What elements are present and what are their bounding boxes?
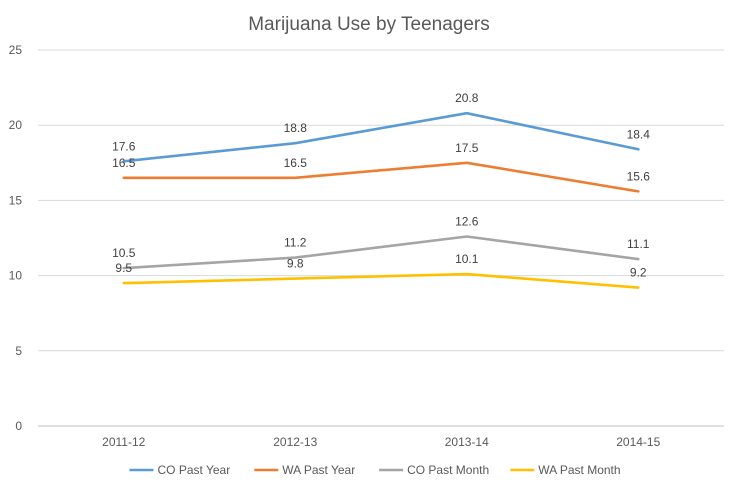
legend-item: WA Past Month [510,463,621,477]
y-tick-label: 5 [15,344,22,358]
legend-item: CO Past Year [129,463,231,477]
x-tick-label: 2012-13 [273,435,317,449]
data-label: 9.8 [287,257,304,271]
series-line [122,161,640,193]
data-label: 18.4 [627,127,651,141]
data-label: 9.2 [630,266,647,280]
x-tick-label: 2014-15 [616,435,660,449]
data-label: 18.8 [284,121,308,135]
legend-item: WA Past Year [254,463,355,477]
x-tick-label: 2013-14 [445,435,489,449]
legend-label: CO Past Year [158,463,231,477]
legend-label: CO Past Month [407,463,489,477]
y-axis: 0 5 10 15 20 25 [9,43,23,433]
legend-label: WA Past Year [282,463,355,477]
series-lines [122,111,640,289]
data-label: 11.1 [627,237,650,251]
data-label: 11.2 [284,236,307,250]
y-tick-label: 25 [9,43,23,57]
x-axis: 2011-12 2012-13 2013-14 2014-15 [102,435,660,449]
data-label: 20.8 [455,91,479,105]
legend-item: CO Past Month [379,463,489,477]
legend: CO Past Year WA Past Year CO Past Month WA … [129,463,621,477]
data-label: 16.5 [284,156,308,170]
series-line [122,111,640,163]
series-line [122,272,640,289]
data-label: 10.1 [455,252,479,266]
y-tick-label: 10 [9,269,23,283]
y-tick-label: 20 [9,118,23,132]
data-label: 17.6 [112,139,136,153]
data-label: 17.5 [455,141,479,155]
gridlines [38,49,724,427]
data-labels: 17.6 18.8 20.8 18.4 16.5 16.5 17.5 15.6 10.5 11.2… [112,91,650,279]
y-tick-label: 15 [9,193,23,207]
data-label: 16.5 [112,156,136,170]
data-label: 12.6 [455,214,479,228]
y-tick-label: 0 [15,419,22,433]
data-label: 9.5 [115,261,132,275]
x-tick-label: 2011-12 [102,435,145,449]
data-label: 10.5 [112,246,136,260]
chart-title: Marijuana Use by Teenagers [248,14,490,35]
legend-label: WA Past Month [538,463,620,477]
data-label: 15.6 [627,169,651,183]
series-line [122,235,640,270]
